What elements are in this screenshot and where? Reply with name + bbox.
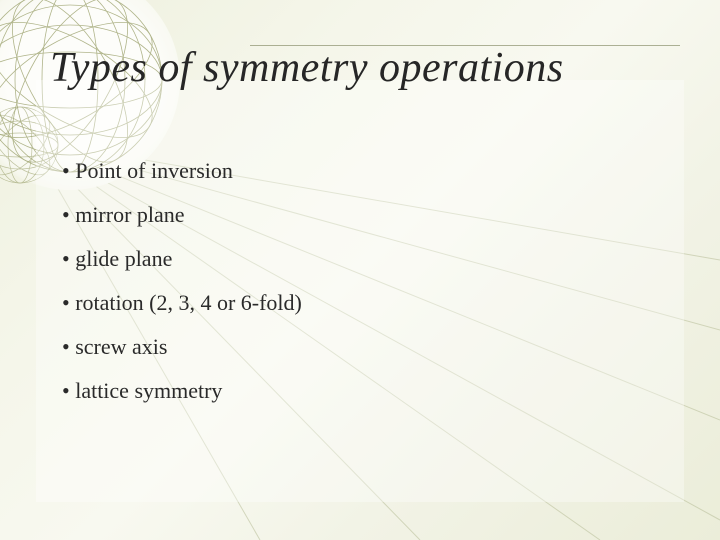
list-item: • lattice symmetry (62, 380, 302, 402)
bullet-text: • Point of inversion (62, 158, 233, 183)
list-item: • Point of inversion (62, 160, 302, 182)
bullet-text: • mirror plane (62, 202, 185, 227)
list-item: • screw axis (62, 336, 302, 358)
slide-title: Types of symmetry operations (50, 44, 564, 92)
bullet-text: • lattice symmetry (62, 378, 222, 403)
list-item: • glide plane (62, 248, 302, 270)
list-item: • mirror plane (62, 204, 302, 226)
list-item: • rotation (2, 3, 4 or 6-fold) (62, 292, 302, 314)
bullet-text: • screw axis (62, 334, 167, 359)
bullet-text: • rotation (2, 3, 4 or 6-fold) (62, 290, 302, 315)
bullet-text: • glide plane (62, 246, 172, 271)
bullet-list: • Point of inversion • mirror plane • gl… (62, 160, 302, 424)
